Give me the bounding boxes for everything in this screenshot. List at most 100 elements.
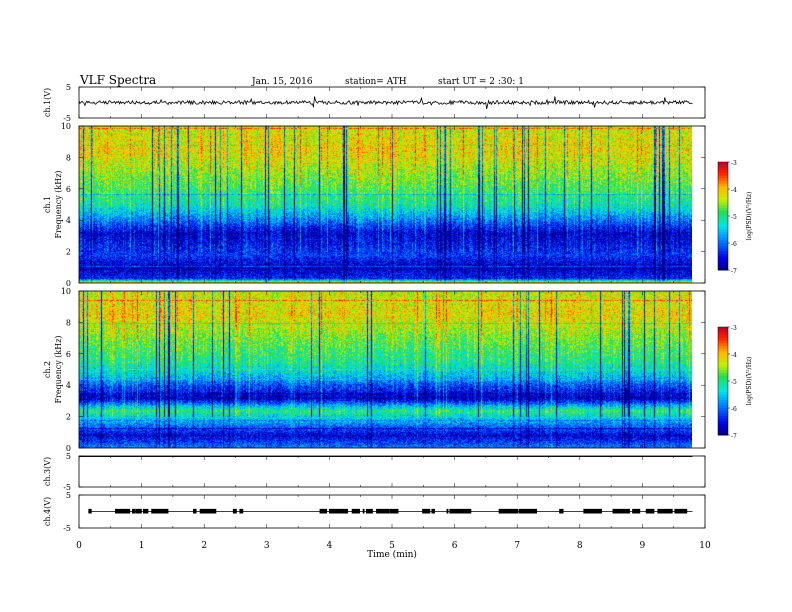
ch2-spectrogram-panel: -3 -4 -5 -6 -7 log(PSD)(V²/Hz) 0 2 4 6 8 10 ch.2 Freq…	[43, 287, 753, 453]
pulse-block	[389, 508, 399, 514]
y-axis-label: ch.1(V)	[43, 88, 52, 117]
colorbar-segment	[718, 394, 728, 398]
x-tick-label: 3	[264, 541, 270, 551]
x-axis-label: Time (min)	[367, 549, 417, 560]
y-tick-label: -5	[63, 483, 71, 492]
ch3-voltage-panel: 5 -5 ch.3(V)	[43, 452, 706, 492]
x-tick-label: 7	[514, 541, 520, 551]
pulse-block	[559, 508, 564, 514]
pulse-block	[351, 508, 360, 514]
y-tick-label: 5	[66, 83, 71, 92]
colorbar-segment	[718, 253, 728, 257]
pulse-block	[135, 508, 142, 514]
colorbar-segment	[718, 164, 728, 168]
colorbar-segment	[718, 224, 728, 228]
colorbar-segment	[718, 197, 728, 201]
pulse-block	[151, 508, 169, 514]
colorbar-segment	[718, 226, 728, 230]
pulse-block	[199, 508, 217, 514]
pulse-block	[645, 508, 655, 514]
colorbar-segment	[718, 162, 728, 166]
colorbar-segment	[718, 426, 728, 431]
y-tick-label: 10	[61, 122, 71, 131]
pulse-block	[362, 508, 365, 514]
colorbar-segment	[718, 232, 728, 236]
colorbar-segment	[718, 189, 728, 193]
colorbar-segment	[718, 237, 728, 241]
y-tick-label: 8	[66, 318, 71, 327]
colorbar-tick-label: -4	[731, 352, 737, 359]
colorbar-segment	[718, 216, 728, 220]
pulse-block	[115, 508, 131, 514]
colorbar-label: log(PSD)(V²/Hz)	[746, 192, 753, 241]
colorbar-segment	[718, 375, 728, 379]
pulse-block	[674, 508, 688, 514]
colorbar-segment	[718, 348, 728, 352]
x-tick-label: 4	[327, 541, 333, 551]
spectrogram-image-2	[79, 291, 692, 448]
x-tick-label: 0	[76, 541, 82, 551]
colorbar-segment	[718, 345, 728, 350]
y-axis-label: Frequency (kHz)	[54, 335, 63, 403]
colorbar-segment	[718, 221, 728, 225]
colorbar-tick-label: -5	[731, 214, 737, 221]
y-tick-label: 0	[66, 444, 71, 453]
pulse-block	[88, 508, 92, 514]
colorbar-segment	[718, 416, 728, 420]
colorbar-segment	[718, 351, 728, 355]
pulse-block	[328, 508, 349, 514]
signal-trace	[78, 96, 693, 110]
y-axis-label: ch.1	[43, 196, 52, 213]
y-tick-label: 4	[66, 381, 71, 390]
ch1-spectrogram-panel: -3 -4 -5 -6 -7 log(PSD)(V²/Hz) 0 2 4 6 8 10 ch.1 Freq…	[43, 122, 753, 288]
y-axis-label: ch.3(V)	[43, 457, 52, 486]
colorbar-tick-label: -6	[731, 406, 737, 413]
colorbar-segment	[718, 261, 728, 266]
pulse-block	[319, 508, 328, 514]
pulse-block	[365, 508, 373, 514]
colorbar-segment	[718, 167, 728, 171]
y-axis-label: ch.4(V)	[43, 497, 52, 526]
colorbar-segment	[718, 364, 728, 368]
colorbar-tick-label: -5	[731, 379, 737, 386]
colorbar-segment	[718, 251, 728, 255]
colorbar-segment	[718, 389, 728, 393]
colorbar-segment	[718, 424, 728, 428]
pulse-block	[376, 508, 390, 514]
colorbar-segment	[718, 202, 728, 206]
colorbar-segment	[718, 359, 728, 363]
colorbar-segment	[718, 381, 728, 385]
colorbar-segment	[718, 418, 728, 422]
colorbar-segment	[718, 335, 728, 339]
y-tick-label: 2	[66, 413, 71, 422]
pulse-block	[431, 508, 435, 514]
colorbar-segment	[718, 191, 728, 195]
station-label: station= ATH	[345, 77, 407, 87]
pulse-block	[657, 508, 673, 514]
y-tick-label: -5	[63, 114, 71, 123]
colorbar-segment	[718, 256, 728, 260]
y-axis-label: Frequency (kHz)	[54, 170, 63, 238]
pulse-block	[583, 508, 602, 514]
y-tick-label: 0	[66, 279, 71, 288]
colorbar-segment	[718, 186, 728, 190]
colorbar-tick-label: -4	[731, 187, 737, 194]
y-tick-label: 8	[66, 153, 71, 162]
spectrogram-image-1	[79, 126, 692, 283]
colorbar-segment	[718, 362, 728, 366]
colorbar-segment	[718, 332, 728, 336]
pulse-block	[449, 508, 472, 514]
colorbar-segment	[718, 248, 728, 252]
x-tick-label: 6	[452, 541, 458, 551]
pulse-block	[446, 508, 449, 514]
pulse-block	[232, 508, 237, 514]
colorbar-segment	[718, 218, 728, 222]
y-tick-label: 5	[66, 491, 71, 500]
colorbar-segment	[718, 413, 728, 417]
panel-frame	[78, 455, 706, 488]
colorbar-tick-label: -6	[731, 241, 737, 248]
y-tick-label: -5	[63, 524, 71, 533]
date-label: Jan. 15, 2016	[251, 77, 313, 87]
y-tick-label: 6	[66, 350, 71, 359]
